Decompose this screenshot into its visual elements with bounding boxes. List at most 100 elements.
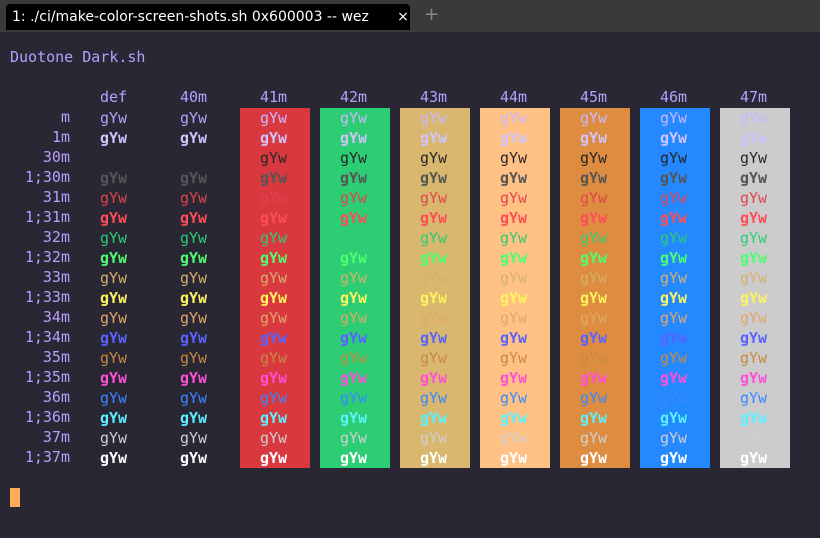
sample-cell: gYw [580,449,608,467]
sample-cell: gYw [660,309,688,327]
sample-cell: gYw [180,129,208,147]
sample-cell: gYw [100,449,128,467]
sample-cell: gYw [260,269,288,287]
sample-cell: gYw [580,389,608,407]
new-tab-icon[interactable]: + [424,4,440,25]
sample-cell: gYw [660,289,688,307]
sample-cell: gYw [740,169,768,187]
row-label: 1;33m [24,288,70,306]
sample-cell: gYw [740,349,768,367]
sample-cell: gYw [260,109,288,127]
sample-cell: gYw [420,229,448,247]
sample-cell: gYw [420,309,448,327]
sample-cell: gYw [500,409,528,427]
sample-cell: gYw [340,249,368,267]
sample-cell: gYw [660,129,688,147]
sample-cell: gYw [340,369,368,387]
sample-cell: gYw [500,329,528,347]
sample-cell: gYw [260,249,288,267]
sample-cell: gYw [180,389,208,407]
sample-cell: gYw [420,349,448,367]
close-icon[interactable]: × [397,9,409,25]
sample-cell: gYw [420,189,448,207]
sample-cell: gYw [100,169,128,187]
sample-cell: gYw [500,389,528,407]
sample-cell: gYw [500,209,528,227]
sample-cell: gYw [660,369,688,387]
sample-cell: gYw [500,169,528,187]
sample-cell: gYw [500,449,528,467]
sample-cell: gYw [260,369,288,387]
sample-cell: gYw [180,409,208,427]
sample-cell: gYw [180,329,208,347]
sample-cell: gYw [180,369,208,387]
sample-cell: gYw [580,229,608,247]
sample-cell: gYw [340,209,368,227]
sample-cell: gYw [100,429,128,447]
sample-cell: gYw [660,249,688,267]
row-label: 1;37m [24,448,70,466]
sample-cell: gYw [580,269,608,287]
sample-cell: gYw [500,249,528,267]
sample-cell: gYw [260,349,288,367]
sample-cell: gYw [340,309,368,327]
bg-column-46m [640,108,710,468]
sample-cell: gYw [580,189,608,207]
sample-cell: gYw [100,409,128,427]
sample-cell: gYw [660,149,688,167]
sample-cell: gYw [260,389,288,407]
sample-cell: gYw [660,409,688,427]
sample-cell: gYw [660,329,688,347]
sample-cell: gYw [500,109,528,127]
sample-cell: gYw [660,209,688,227]
sample-cell: gYw [580,329,608,347]
sample-cell: gYw [340,229,368,247]
sample-cell: gYw [660,449,688,467]
sample-cell: gYw [580,129,608,147]
row-label: 30m [42,148,70,166]
sample-cell: gYw [180,109,208,127]
sample-cell: gYw [500,229,528,247]
sample-cell: gYw [260,289,288,307]
sample-cell: gYw [180,249,208,267]
sample-cell: gYw [420,389,448,407]
row-label: 1;36m [24,408,70,426]
sample-cell: gYw [100,189,128,207]
sample-cell: gYw [580,249,608,267]
sample-cell: gYw [340,269,368,287]
sample-cell: gYw [260,189,288,207]
sample-cell: gYw [740,209,768,227]
script-name: Duotone Dark.sh [10,48,146,66]
sample-cell: gYw [180,169,208,187]
sample-cell: gYw [100,109,128,127]
sample-cell: gYw [740,149,768,167]
sample-cell: gYw [420,409,448,427]
sample-cell: gYw [660,229,688,247]
row-label: 1;34m [24,328,70,346]
sample-cell: gYw [100,289,128,307]
row-label: 1;30m [24,168,70,186]
sample-cell: gYw [180,229,208,247]
sample-cell: gYw [500,309,528,327]
bg-column-43m [400,108,470,468]
sample-cell: gYw [180,349,208,367]
sample-cell: gYw [180,309,208,327]
sample-cell: gYw [740,109,768,127]
terminal-area[interactable]: Duotone Dark.sh def 40m 41m 42m 43m 44m 45m 46m… [0,32,820,538]
sample-cell: gYw [100,309,128,327]
sample-cell: gYw [500,189,528,207]
sample-cell: gYw [180,429,208,447]
sample-cell: gYw [340,189,368,207]
row-label: 1m [51,128,70,146]
sample-cell: gYw [580,209,608,227]
active-tab[interactable]: 1: ./ci/make-color-screen-shots.sh 0x600… [6,4,410,30]
sample-cell: gYw [100,369,128,387]
column-header: 44m [500,88,528,106]
sample-cell: gYw [420,369,448,387]
sample-cell: gYw [500,349,528,367]
bg-column-47m [720,108,790,468]
sample-cell: gYw [180,149,208,167]
column-header: 43m [420,88,448,106]
sample-cell: gYw [340,149,368,167]
sample-cell: gYw [180,209,208,227]
